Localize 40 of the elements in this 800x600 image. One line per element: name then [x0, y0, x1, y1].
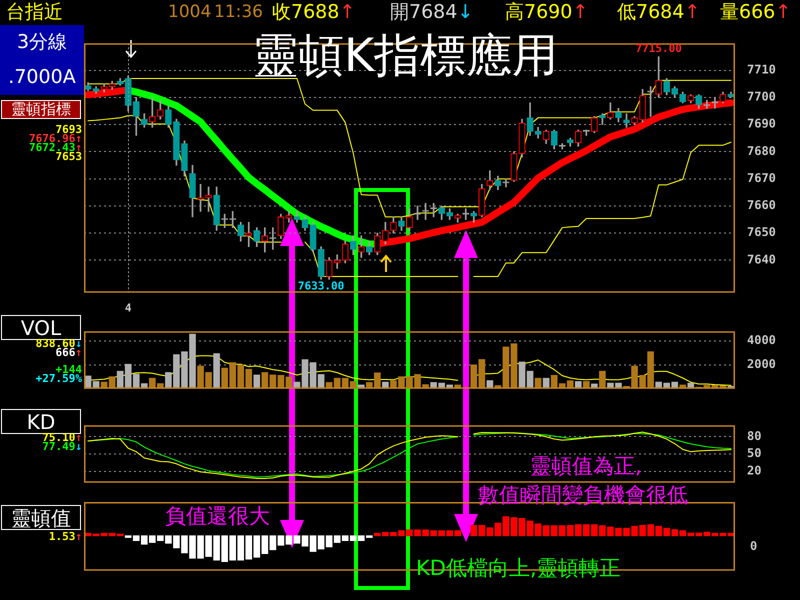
annotation: 數值瞬間變負機會很低: [478, 483, 688, 507]
y-tick-label: 7670: [747, 170, 776, 185]
y-tick-label: 4000: [747, 332, 776, 347]
y-tick-label: 7660: [747, 198, 776, 212]
text: 1.53↑: [48, 530, 82, 543]
text: 7653: [56, 150, 82, 163]
annotation: 負值還很大: [165, 504, 270, 528]
y-tick-label: 7690: [747, 116, 776, 131]
x-tick-label: 4: [124, 301, 132, 314]
y-tick-label: 80: [747, 428, 762, 443]
text: 開7684↓: [390, 1, 474, 23]
text: 666↑: [56, 346, 82, 359]
text: 量666↑: [720, 1, 792, 23]
y-tick-label: 20: [747, 463, 762, 478]
y-tick-label: 50: [747, 446, 762, 460]
y-tick-label: 7680: [747, 144, 776, 158]
text: 0: [750, 539, 758, 553]
text: 3分線: [0, 25, 84, 59]
annotation: 7633.00: [298, 280, 344, 293]
text: 高7690↑: [505, 1, 588, 23]
y-axis-title: 靈頓指標: [1, 100, 81, 119]
annotation: 7715.00: [635, 42, 682, 56]
y-axis-title: VOL: [20, 316, 62, 340]
text: 台指近: [6, 1, 63, 23]
chart-title: 靈頓K指標應用: [252, 28, 558, 82]
text: .7000A: [0, 59, 84, 95]
text: 低7684↑: [617, 1, 700, 23]
y-axis-title: 靈頓值: [1, 505, 81, 530]
text: 收7688↑: [272, 1, 356, 23]
y-tick-label: 2000: [747, 356, 776, 371]
y-tick-label: 7640: [747, 252, 776, 266]
annotation: 靈頓值為正,: [530, 454, 642, 478]
y-tick-label: 7650: [747, 225, 776, 240]
y-axis-title: KD: [26, 410, 56, 434]
y-tick-label: 7710: [747, 62, 776, 76]
text: +27.59%: [36, 372, 82, 385]
text: 1004: [168, 2, 212, 22]
text: 11:36: [214, 2, 263, 22]
y-tick-label: 7700: [747, 90, 776, 104]
text: 77.49↓: [42, 440, 82, 453]
